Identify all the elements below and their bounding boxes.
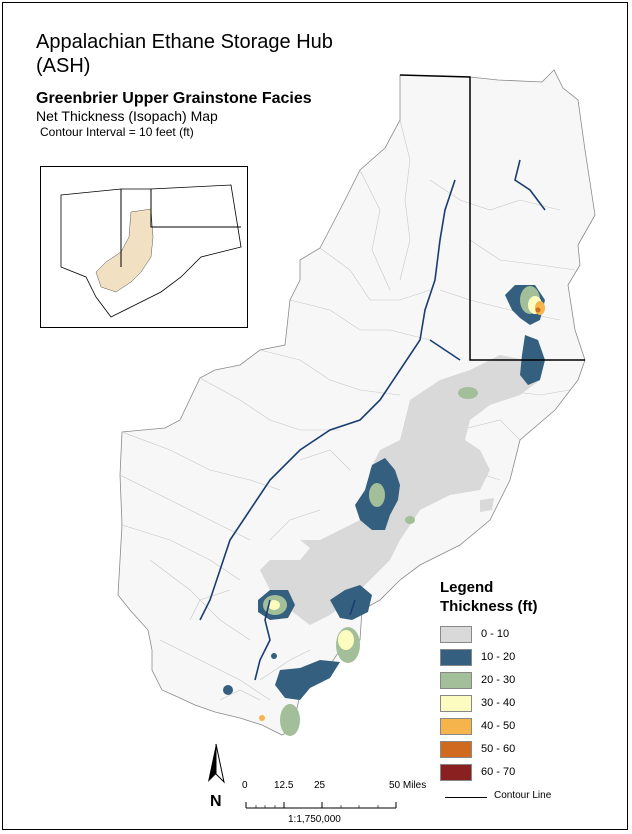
scale-tick-50: 50 Miles [389,780,427,791]
scale-ratio: 1:1,750,000 [288,814,341,825]
contour-line-symbol [445,797,487,798]
north-arrow-icon: N [208,743,225,810]
legend-swatch [440,649,472,666]
map-title: Appalachian Ethane Storage Hub (ASH) [36,30,333,78]
map-type-label: Net Thickness (Isopach) Map [36,108,218,124]
map-title-line2: (ASH) [36,55,91,77]
map-title-line1: Appalachian Ethane Storage Hub [36,31,333,53]
thickness-zone-0-10 [260,355,540,625]
legend-subheading: Thickness (ft) [440,598,538,615]
thickness-zone-50-60 [535,307,541,313]
legend-label: 30 - 40 [481,697,516,709]
contour-line-label: Contour Line [494,790,552,801]
inset-state-border [120,189,241,267]
map-legend: Legend Thickness (ft) 0 - 10 10 - 20 20 - … [440,578,538,781]
legend-swatch [440,626,472,643]
legend-label: 10 - 20 [481,651,516,663]
map-subtitle: Greenbrier Upper Grainstone Facies [36,90,312,107]
legend-swatch [440,764,472,781]
scale-tick-25: 25 [314,780,326,791]
legend-label: 20 - 30 [481,674,516,686]
river-network [199,159,546,681]
legend-swatch [440,695,472,712]
scale-tick-12-5: 12.5 [274,780,294,791]
inset-map-graphic [60,184,242,318]
thickness-zone-0-10 [480,498,494,512]
legend-swatch [440,672,472,689]
legend-label: 40 - 50 [481,720,516,732]
state-borders [399,74,585,361]
contour-interval-label: Contour Interval = 10 feet (ft) [40,125,194,139]
legend-swatch [440,741,472,758]
scale-bar: 0 12.5 25 50 Miles 1:1,750,000 [242,780,432,830]
legend-heading: Legend [440,579,494,596]
north-arrow: N [204,742,228,812]
legend-label: 50 - 60 [481,743,516,755]
inset-locator-map [40,166,248,328]
legend-swatch [440,718,472,735]
scale-bar-graphic [245,802,397,809]
scale-tick-0: 0 [242,780,248,791]
north-label: N [210,793,222,810]
legend-label: 0 - 10 [481,628,510,640]
legend-label: 60 - 70 [481,766,516,778]
